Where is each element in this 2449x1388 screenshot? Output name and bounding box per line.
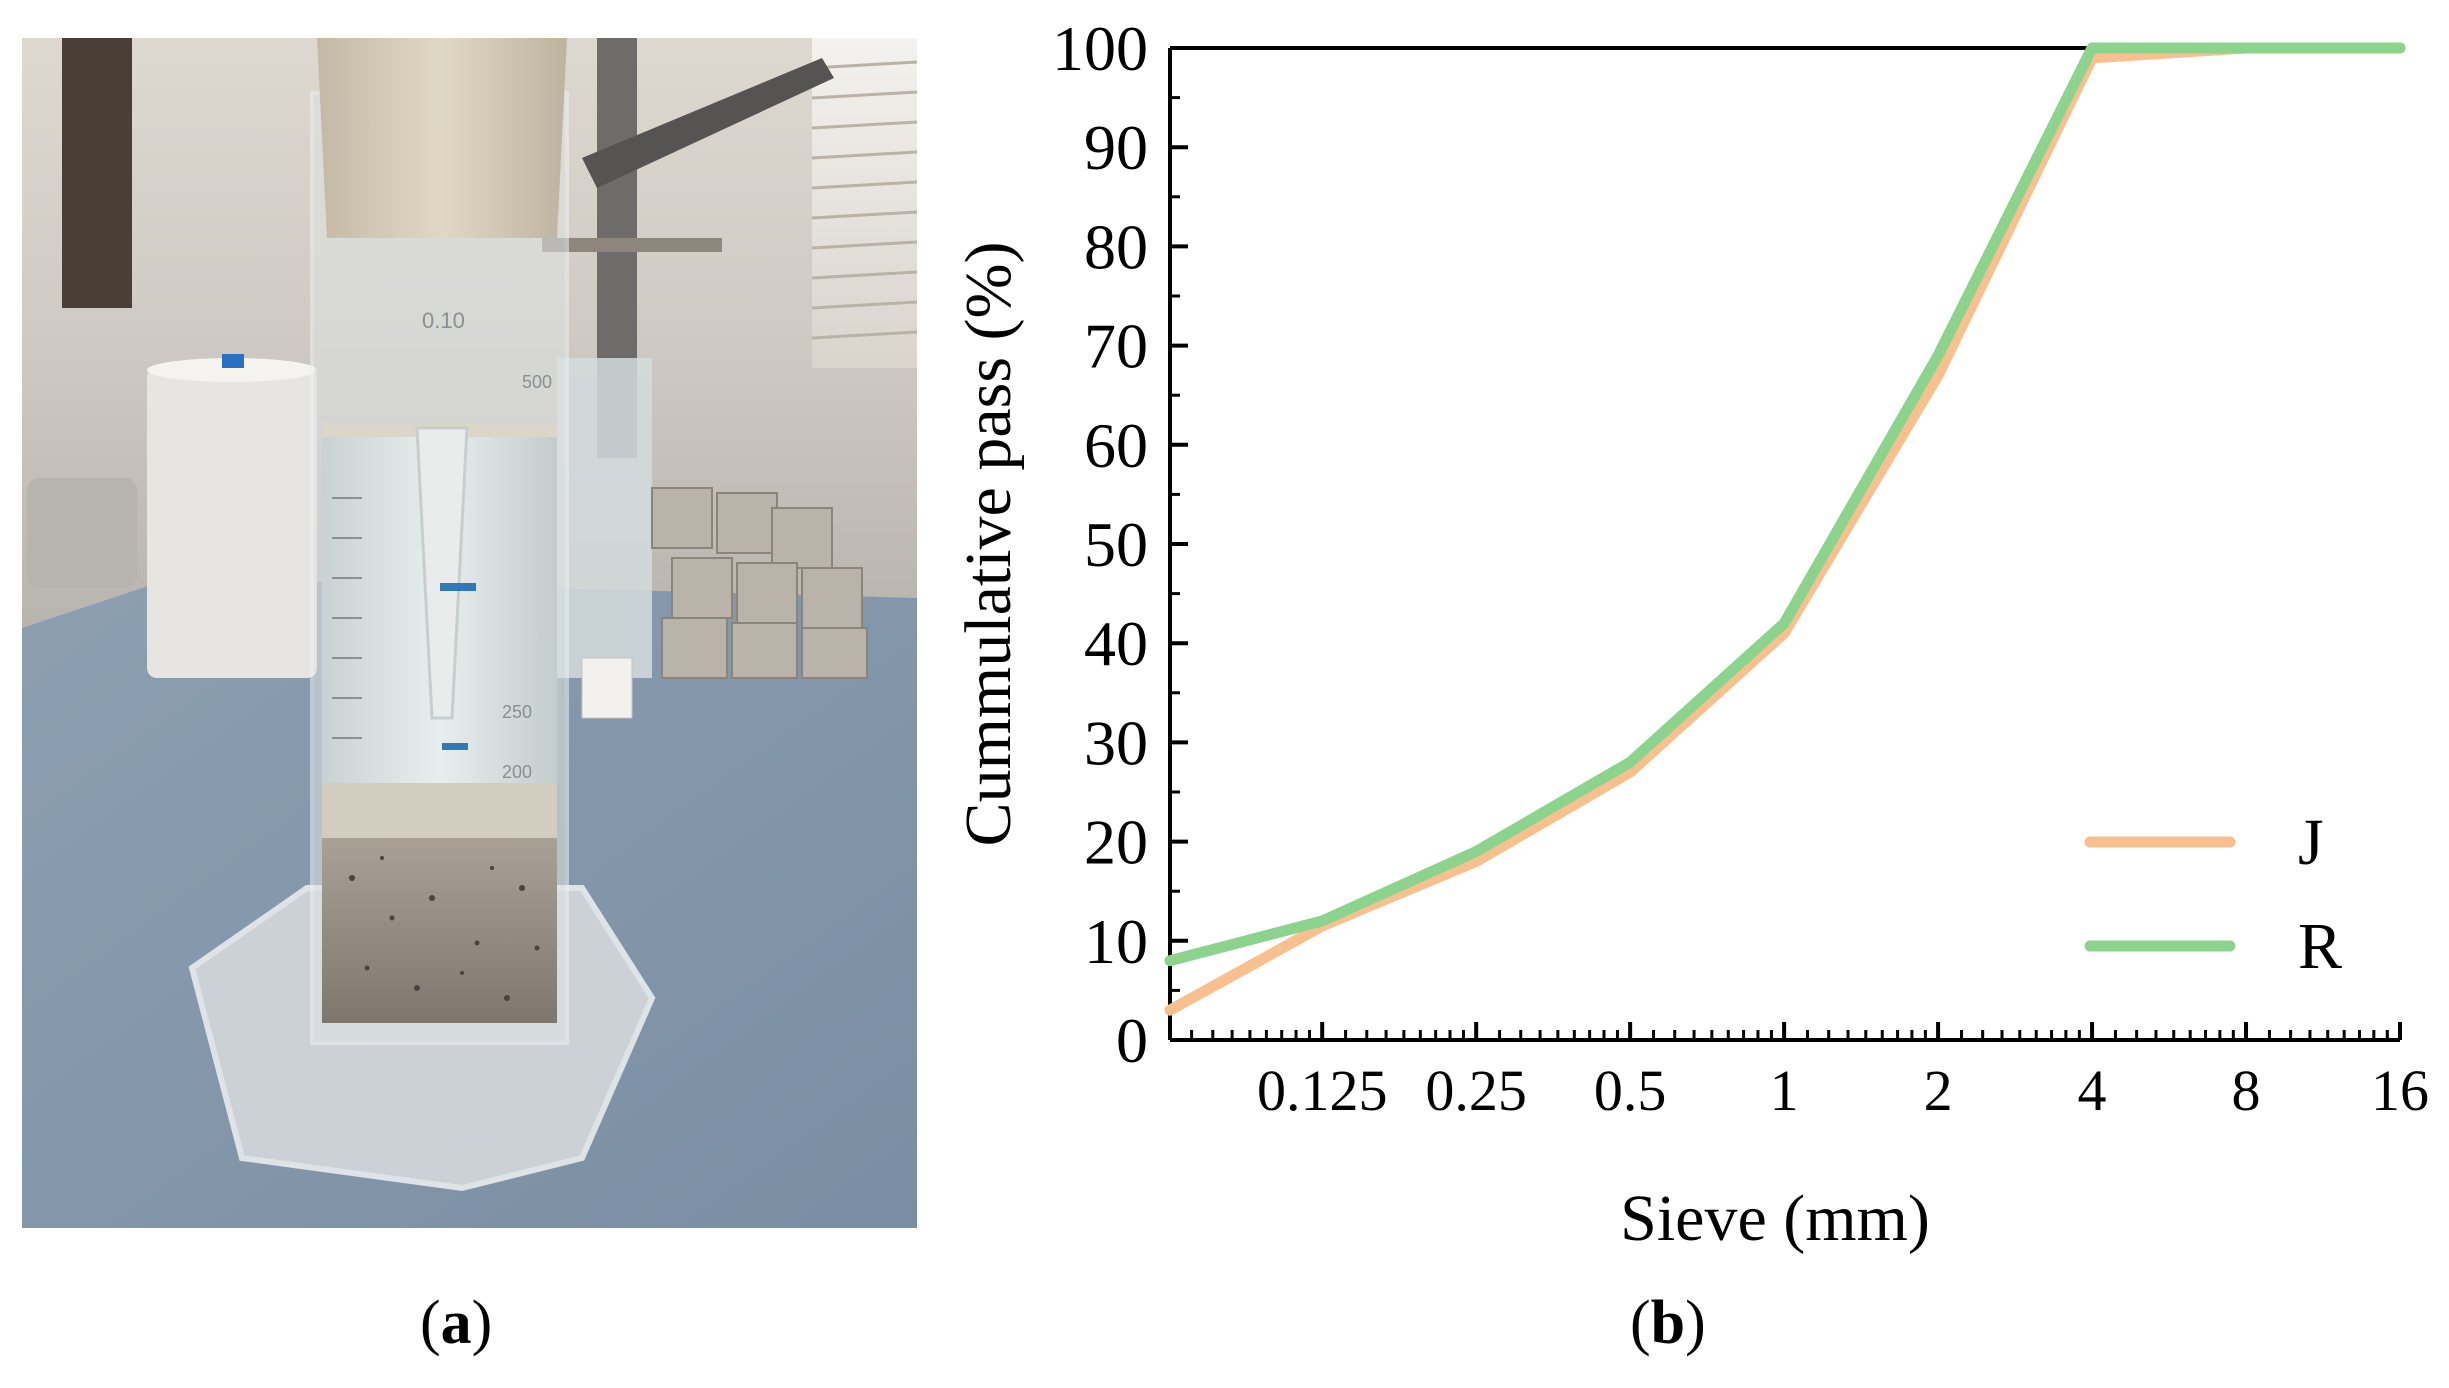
y-tick-label: 20 — [1084, 807, 1148, 878]
series-line-J — [1164, 42, 2406, 1016]
paper-roll — [147, 368, 317, 678]
graduation-label-250: 250 — [502, 702, 532, 722]
y-tick-label: 40 — [1084, 608, 1148, 679]
blue-mark — [442, 743, 468, 750]
y-axis-title: Cummulative pass (%) — [952, 242, 1025, 847]
x-tick-label: 0.125 — [1257, 1058, 1388, 1123]
plastic-beaker — [557, 358, 652, 678]
y-tick-label: 60 — [1084, 410, 1148, 481]
shelf — [542, 238, 722, 252]
hydrometer — [415, 426, 469, 720]
lab-stand-arm — [582, 58, 834, 188]
y-tick-label: 0 — [1116, 1005, 1148, 1076]
cloudy-layer — [322, 783, 557, 838]
panel-label-a: (a) — [420, 1289, 493, 1357]
x-tick-label: 0.25 — [1425, 1058, 1527, 1123]
cylinder-marking: 0.10 — [422, 308, 465, 333]
x-axis-title: Sieve (mm) — [1620, 1182, 1930, 1255]
y-tick-label: 50 — [1084, 509, 1148, 580]
label-sticker — [581, 657, 633, 719]
y-tick-label: 30 — [1084, 707, 1148, 778]
y-tick-label: 80 — [1084, 211, 1148, 282]
grey-pot — [27, 478, 137, 588]
x-tick-label: 16 — [2371, 1058, 2429, 1123]
x-tick-label: 0.5 — [1594, 1058, 1667, 1123]
blind-slats — [811, 60, 917, 340]
door-frame — [62, 38, 132, 308]
roll-cap — [222, 354, 244, 368]
graduation-marks — [332, 497, 362, 739]
legend-label-J: J — [2298, 806, 2324, 879]
funnel — [317, 38, 567, 238]
y-tick-label: 10 — [1084, 906, 1148, 977]
sediment-grains — [349, 856, 540, 1001]
sediment — [322, 838, 557, 1023]
y-tick-label: 70 — [1084, 311, 1148, 382]
x-tick-label: 1 — [1770, 1058, 1799, 1123]
x-tick-label: 2 — [1924, 1058, 1953, 1123]
series-line-R — [1164, 42, 2406, 967]
x-tick-label: 8 — [2232, 1058, 2261, 1123]
graduation-label-200: 200 — [502, 762, 532, 782]
panel-label-b: (b) — [1630, 1289, 1706, 1357]
sediment-cylinder-photo: 500 250 200 0.10 — [22, 38, 917, 1228]
paper-roll-top — [147, 358, 317, 382]
legend-label-R: R — [2298, 910, 2342, 983]
concrete-samples — [651, 487, 868, 679]
y-tick-label: 90 — [1084, 112, 1148, 183]
x-tick-label: 4 — [2078, 1058, 2107, 1123]
graduation-label-500: 500 — [522, 372, 552, 392]
y-tick-label: 100 — [1052, 13, 1148, 84]
blue-mark — [440, 583, 476, 591]
